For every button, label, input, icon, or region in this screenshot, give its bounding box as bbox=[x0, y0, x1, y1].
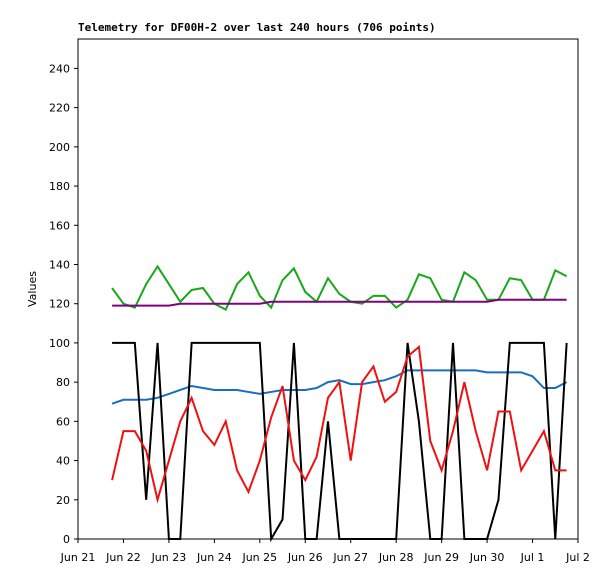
x-tick-label: Jun 25 bbox=[241, 551, 277, 564]
y-tick-label: 120 bbox=[49, 298, 70, 311]
series-line bbox=[111, 264, 568, 311]
x-tick-label: Jun 24 bbox=[196, 551, 232, 564]
x-tick-label: Jun 26 bbox=[287, 551, 323, 564]
x-tick-label: Jun 28 bbox=[378, 551, 414, 564]
y-tick-label: 80 bbox=[56, 376, 70, 389]
y-tick-label: 200 bbox=[49, 141, 70, 154]
y-tick-label: 140 bbox=[49, 258, 70, 271]
y-tick-label: 60 bbox=[56, 415, 70, 428]
series-line bbox=[111, 344, 567, 504]
x-tick-label: Jun 23 bbox=[151, 551, 187, 564]
x-tick-label: Jul 2 bbox=[565, 551, 590, 564]
y-tick-label: 180 bbox=[49, 180, 70, 193]
x-tick-label: Jun 22 bbox=[105, 551, 141, 564]
series-line bbox=[112, 341, 568, 543]
x-tick-label: Jun 21 bbox=[60, 551, 96, 564]
y-tick-label: 20 bbox=[56, 494, 70, 507]
y-tick-label: 240 bbox=[49, 62, 70, 75]
x-tick-label: Jul 1 bbox=[520, 551, 545, 564]
chart-title: Telemetry for DF00H-2 over last 240 hour… bbox=[78, 21, 436, 34]
series-line bbox=[112, 298, 567, 307]
x-tick-label: Jun 30 bbox=[469, 551, 505, 564]
y-tick-label: 40 bbox=[56, 455, 70, 468]
y-tick-label: 100 bbox=[49, 337, 70, 350]
series-line bbox=[111, 369, 568, 405]
y-axis-label: Values bbox=[26, 271, 39, 307]
plot-frame bbox=[77, 38, 579, 540]
y-tick-label: 0 bbox=[63, 533, 70, 546]
x-tick-label: Jun 27 bbox=[332, 551, 368, 564]
y-tick-label: 220 bbox=[49, 102, 70, 115]
x-tick-label: Jun 29 bbox=[423, 551, 459, 564]
y-tick-label: 160 bbox=[49, 219, 70, 232]
